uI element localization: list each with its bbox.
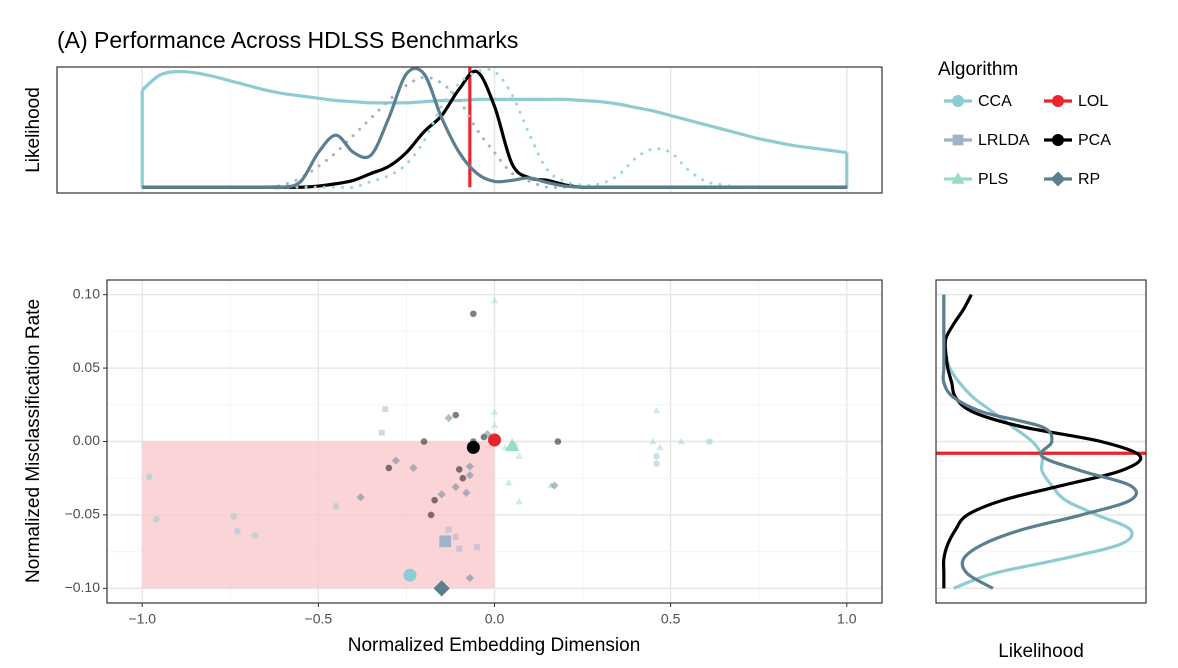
point — [409, 463, 418, 473]
point — [445, 526, 452, 533]
point — [470, 310, 477, 318]
point — [515, 497, 523, 505]
point — [420, 438, 428, 445]
right-x-axis-title: Likelihood — [998, 641, 1084, 662]
legend-label: RP — [1078, 171, 1100, 188]
top-y-axis-title: Likelihood — [23, 87, 44, 173]
point — [465, 573, 474, 583]
point — [490, 296, 499, 304]
legend-key-marker — [1050, 171, 1066, 187]
y-tick-label: 0.00 — [73, 432, 100, 448]
legend-key-marker — [951, 172, 965, 184]
point — [515, 452, 523, 459]
panel-border — [935, 279, 1147, 604]
y-tick-label: 0.10 — [73, 285, 100, 301]
point — [455, 466, 463, 473]
x-tick-label: −1.0 — [128, 611, 156, 627]
point — [230, 513, 238, 520]
point — [452, 533, 459, 540]
good-region — [142, 441, 495, 589]
point — [444, 413, 453, 423]
panel-border — [106, 279, 883, 604]
x-axis-title: Normalized Embedding Dimension — [348, 635, 641, 656]
point — [652, 406, 661, 414]
point — [554, 438, 562, 445]
x-tick-label: 0.5 — [661, 611, 681, 627]
mean-point — [403, 568, 417, 582]
point — [385, 464, 393, 472]
mean-point — [504, 438, 520, 452]
point — [656, 443, 664, 451]
point — [490, 421, 499, 428]
point — [462, 488, 471, 498]
mean-point — [466, 440, 480, 454]
legend-label: CCA — [978, 93, 1012, 110]
point — [550, 481, 559, 490]
point — [465, 471, 474, 480]
point — [504, 478, 513, 486]
point — [437, 490, 446, 499]
top-density — [142, 66, 847, 190]
point — [465, 462, 474, 471]
y-tick-label: −0.10 — [65, 579, 101, 595]
point — [649, 437, 657, 445]
legend-key-marker — [952, 95, 964, 107]
point — [356, 493, 365, 502]
point — [382, 406, 389, 413]
y-tick-label: −0.05 — [65, 506, 101, 522]
chart-title: (A) Performance Across HDLSS Benchmarks — [57, 27, 518, 53]
y-tick-label: 0.05 — [73, 359, 100, 375]
right-density — [941, 294, 1139, 590]
point — [145, 473, 153, 481]
legend-key-marker — [1052, 134, 1064, 146]
point — [653, 460, 660, 467]
point — [431, 496, 438, 504]
point — [473, 544, 480, 551]
panel-border — [56, 66, 883, 194]
point — [677, 437, 685, 445]
point — [653, 452, 660, 460]
point — [378, 429, 385, 436]
legend-label: PLS — [978, 171, 1008, 188]
point — [332, 502, 340, 510]
mean-point — [488, 433, 501, 447]
legend-label: PCA — [1078, 132, 1111, 149]
point — [427, 511, 435, 519]
legend-key-marker — [1052, 95, 1064, 107]
point — [706, 438, 713, 445]
point — [234, 527, 241, 535]
mean-point — [439, 535, 452, 548]
legend-title: Algorithm — [938, 59, 1018, 80]
x-tick-label: −0.5 — [305, 611, 333, 627]
x-tick-label: 0.0 — [485, 611, 505, 627]
point — [251, 532, 259, 539]
x-tick-label: 1.0 — [837, 611, 857, 627]
legend-label: LRLDA — [978, 132, 1030, 149]
point — [490, 408, 499, 415]
point — [153, 516, 160, 523]
point — [451, 482, 460, 492]
mean-point — [433, 580, 450, 597]
point — [391, 456, 400, 465]
point — [459, 474, 467, 482]
legend-key-marker — [952, 134, 964, 146]
legend-label: LOL — [1078, 93, 1108, 110]
point — [456, 545, 463, 552]
top-density — [141, 69, 847, 155]
y-axis-title: Normalized Misclassification Rate — [23, 299, 44, 583]
point — [452, 411, 460, 419]
